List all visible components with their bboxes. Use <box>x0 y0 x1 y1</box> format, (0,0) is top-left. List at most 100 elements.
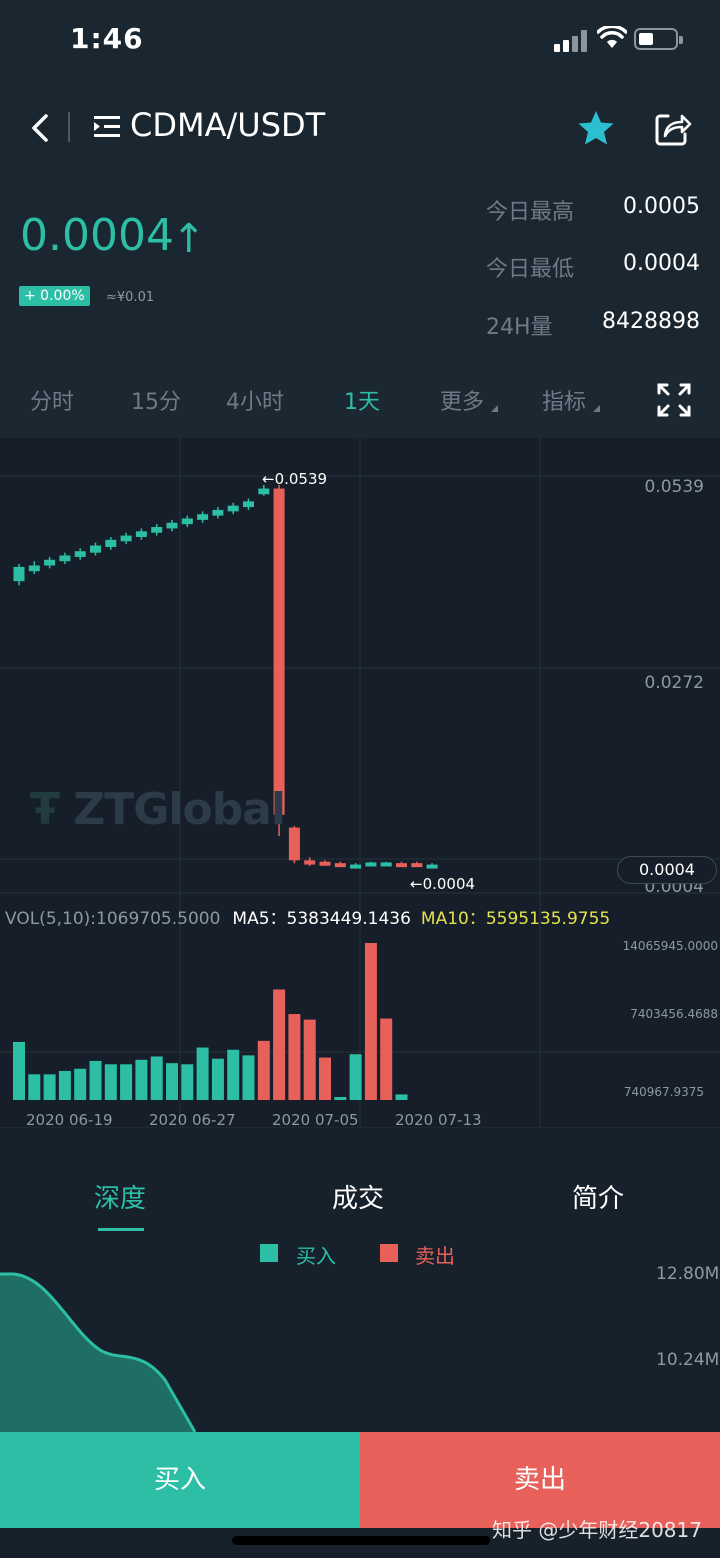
candle-body <box>258 488 270 495</box>
back-button[interactable] <box>26 108 56 148</box>
candle-body <box>28 565 40 572</box>
tab-4hour[interactable]: 4小时 <box>226 390 284 415</box>
volume-axis-label-mid: 7403456.4688 <box>630 1007 718 1021</box>
depth-axis-label: 10.24M <box>656 1350 720 1370</box>
volume-bar <box>196 1047 209 1100</box>
info-tabs: 深度 成交 简介 <box>0 1150 720 1240</box>
tab-intro[interactable]: 简介 <box>572 1184 625 1214</box>
volume-bar <box>43 1074 56 1100</box>
volume-bar <box>349 1054 362 1100</box>
current-price-tag: 0.0004 <box>617 856 717 884</box>
pair-title[interactable]: CDMA/USDT <box>130 106 326 144</box>
tab-depth[interactable]: 深度 <box>94 1184 147 1214</box>
volume-bar <box>227 1049 240 1100</box>
price-axis-label-mid: 0.0272 <box>645 673 704 693</box>
candle-body <box>411 863 423 868</box>
buy-button[interactable]: 买入 <box>0 1432 360 1528</box>
volume-24h-label: 24H量 <box>486 315 553 340</box>
battery-icon <box>634 28 683 50</box>
ztglobal-logo-text: ZTGlobal <box>73 784 286 835</box>
depth-buy-line <box>0 1272 197 1433</box>
cny-price: ≈¥0.01 <box>106 290 155 305</box>
candle-body <box>319 861 331 866</box>
fullscreen-icon[interactable] <box>656 382 692 418</box>
buy-legend-swatch <box>260 1244 278 1262</box>
candle-body <box>120 535 132 542</box>
candle-body <box>396 863 407 868</box>
nav-bar: CDMA/USDT <box>0 80 720 180</box>
price-up-arrow-icon: ↑ <box>172 216 206 262</box>
low-value: 0.0004 <box>623 251 700 276</box>
volume-bar <box>181 1064 194 1100</box>
kline-svg: 0.0539 0.0272 0.0004 ←0.0539 ←0.0004 140… <box>0 438 720 1128</box>
candle-body <box>304 860 316 865</box>
candles-group <box>13 485 438 869</box>
signal-icon <box>554 30 588 52</box>
chart-grid <box>0 438 720 1128</box>
candle-body <box>243 501 254 508</box>
volume-bar <box>135 1059 148 1100</box>
volume-bar <box>303 1019 316 1100</box>
depth-legend: 买入 卖出 <box>0 1240 720 1270</box>
min-price-annotation: ←0.0004 <box>410 875 475 893</box>
volume-bar <box>364 943 377 1100</box>
candle-body <box>44 559 56 566</box>
sell-button[interactable]: 卖出 <box>360 1432 720 1528</box>
kline-chart[interactable]: 0.0539 0.0272 0.0004 ←0.0539 ←0.0004 140… <box>0 438 720 1128</box>
candle-body <box>151 527 163 533</box>
ztglobal-watermark-logo: Ŧ ZTGlobal <box>30 784 286 835</box>
depth-axis-label: 12.80M <box>656 1264 720 1284</box>
candle-body <box>105 539 117 547</box>
candle-body <box>13 566 25 582</box>
home-indicator <box>232 1536 490 1545</box>
depth-buy-area <box>0 1274 195 1432</box>
sell-legend-label: 卖出 <box>415 1244 455 1268</box>
candle-body <box>288 827 300 861</box>
tab-15min[interactable]: 15分 <box>131 390 181 415</box>
change-badge: + 0.00% <box>19 286 90 306</box>
date-label: 2020 07-13 <box>395 1111 482 1128</box>
candle-body <box>273 488 285 815</box>
tab-more[interactable]: 更多 <box>440 384 499 416</box>
volume-bar <box>13 1041 25 1100</box>
volume-bar <box>242 1055 255 1100</box>
depth-chart <box>0 1272 197 1433</box>
last-price: 0.0004 <box>20 210 174 261</box>
candle-body <box>380 862 392 867</box>
ma10-legend: MA10：5595135.9755 <box>420 909 611 929</box>
dropdown-triangle-icon <box>593 405 601 412</box>
candle-body <box>135 531 147 537</box>
tab-more-label: 更多 <box>440 390 485 415</box>
volume-bar <box>288 1014 301 1100</box>
ztglobal-logo-mark: Ŧ <box>30 784 60 835</box>
candle-body <box>181 518 193 525</box>
volume-24h-value: 8428898 <box>602 309 700 334</box>
active-tab-underline <box>98 1228 144 1231</box>
volume-bar <box>319 1057 331 1100</box>
volume-bar <box>211 1058 224 1100</box>
status-time: 1:46 <box>70 22 144 55</box>
volume-bar <box>104 1064 117 1100</box>
tab-indicators-label: 指标 <box>542 390 587 415</box>
tab-indicators[interactable]: 指标 <box>542 384 601 416</box>
volume-bar <box>89 1060 102 1100</box>
tab-timeshare[interactable]: 分时 <box>30 390 75 415</box>
tab-trades[interactable]: 成交 <box>332 1184 385 1214</box>
favorite-star-icon[interactable] <box>576 108 616 148</box>
tab-1day[interactable]: 1天 <box>344 390 380 415</box>
volume-bar <box>74 1068 87 1100</box>
sell-legend-swatch <box>380 1244 398 1262</box>
price-axis-label-high: 0.0539 <box>645 477 704 497</box>
volume-bars-group <box>13 943 408 1100</box>
volume-axis-label-high: 14065945.0000 <box>623 939 718 953</box>
high-value: 0.0005 <box>623 194 700 219</box>
candle-body <box>227 505 239 512</box>
share-icon[interactable] <box>652 108 692 148</box>
pair-menu-icon[interactable] <box>92 112 122 142</box>
volume-bar <box>150 1056 163 1100</box>
date-label: 2020 07-05 <box>272 1111 359 1128</box>
volume-legend: VOL(5,10):1069705.5000 MA5：5383449.1436 MA… <box>5 904 610 929</box>
candle-body <box>426 864 438 869</box>
candle-body <box>74 551 86 557</box>
wifi-icon <box>597 26 627 48</box>
